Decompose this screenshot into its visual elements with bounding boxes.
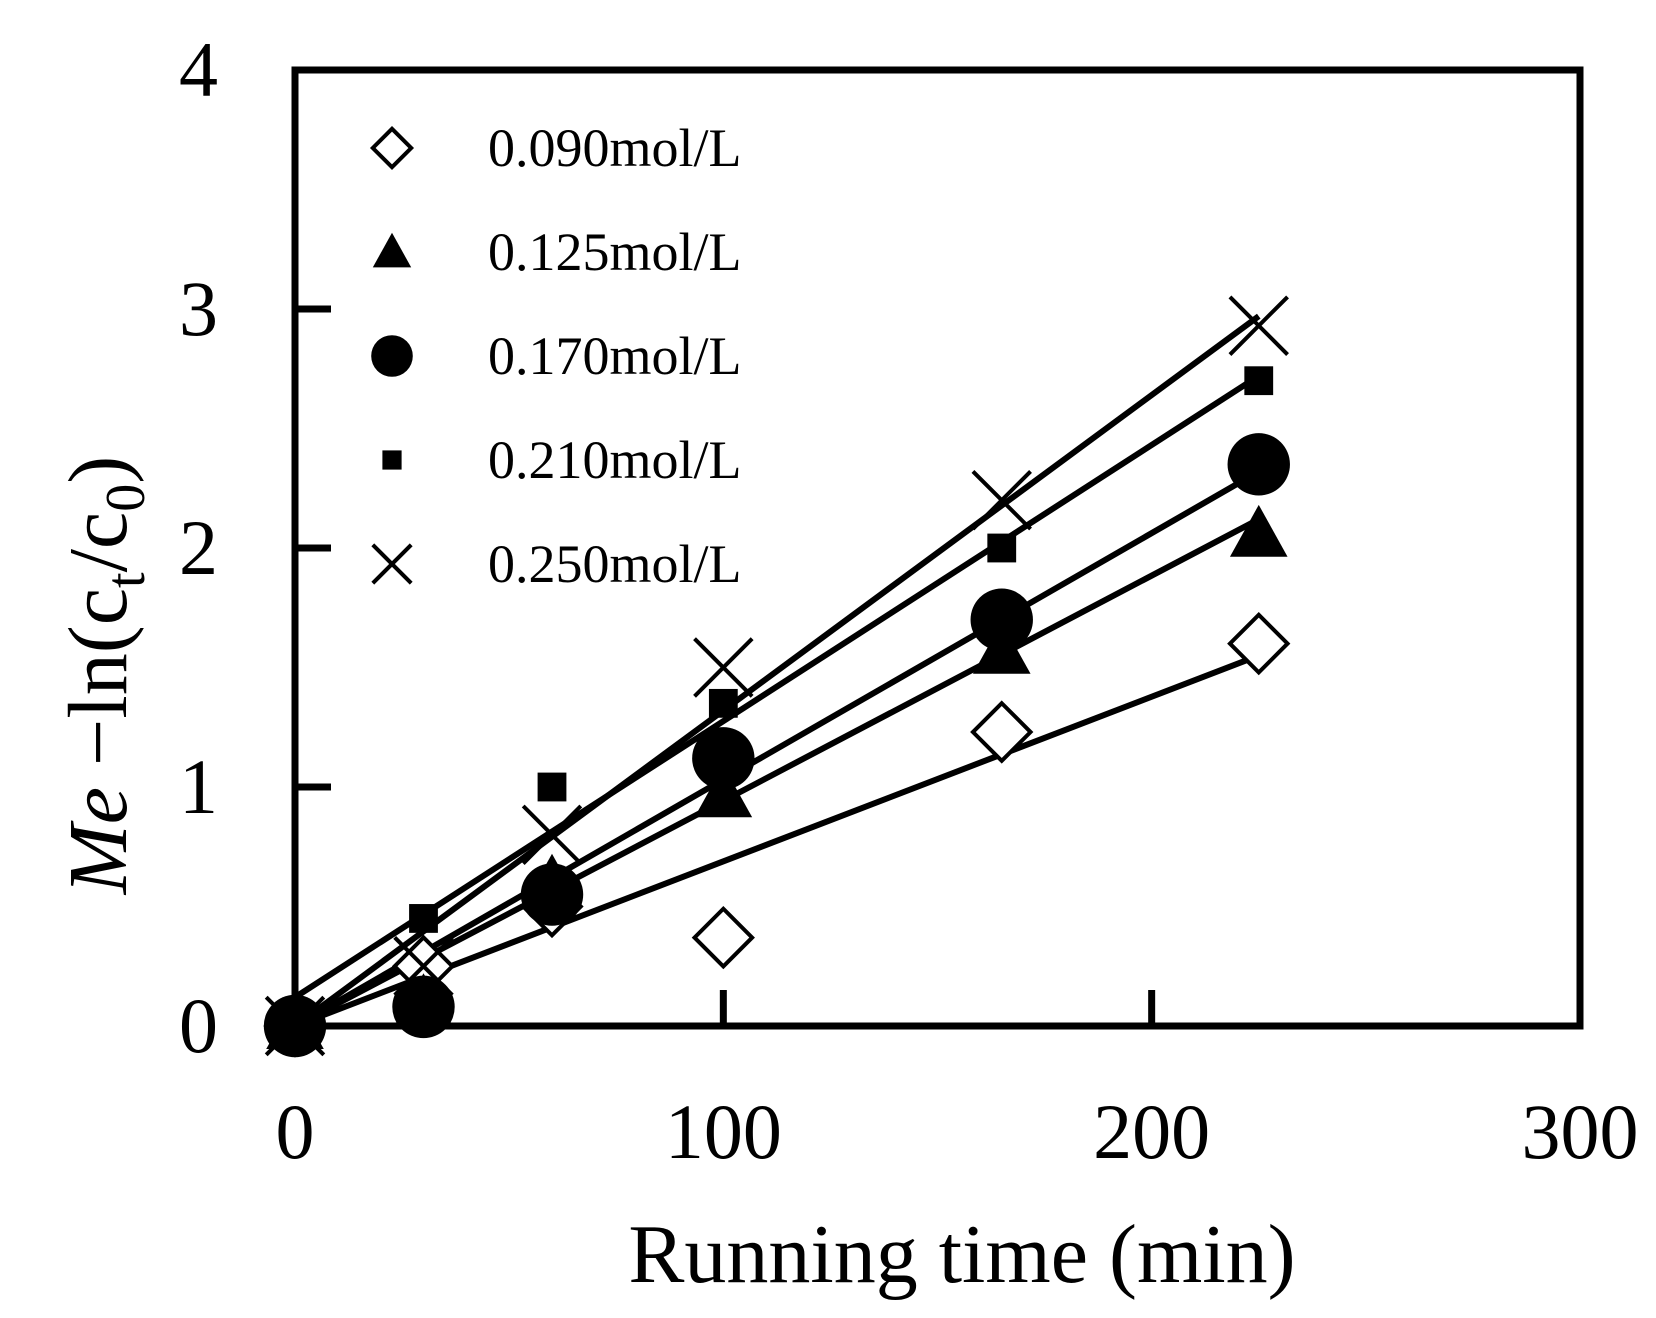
x-tick-label: 300 (1522, 1088, 1639, 1175)
square-marker (1244, 366, 1274, 396)
legend-item: 0.250mol/L (371, 534, 742, 594)
legend-item: 0.125mol/L (372, 222, 742, 282)
fit-line (293, 516, 1261, 1029)
legend-label: 0.250mol/L (488, 534, 742, 594)
triangle-marker (372, 232, 412, 268)
y-axis-title-italic: Me (52, 787, 145, 895)
y-tick-label: 3 (179, 265, 218, 352)
square-marker (537, 772, 567, 802)
diamond-marker (691, 905, 755, 970)
x-marker (521, 804, 583, 866)
fit-lines (293, 313, 1261, 1029)
y-axis-title-prefix: −ln(c (52, 588, 145, 787)
circle-marker (970, 588, 1033, 651)
square-marker (708, 688, 738, 718)
x-axis-title: Running time (min) (628, 1208, 1295, 1301)
plot-frame (291, 66, 1584, 1030)
legend: 0.090mol/L 0.125mol/L 0.170mol/L 0.210mol/L… (369, 118, 742, 594)
x-marker (693, 637, 754, 698)
x-tick-label: 0 (276, 1088, 315, 1175)
circle-marker (371, 335, 413, 377)
x-marker (971, 469, 1032, 531)
square-marker (382, 450, 402, 470)
legend-label: 0.210mol/L (488, 430, 742, 490)
y-axis-title-suffix: ) (52, 456, 145, 484)
x-marker (1228, 295, 1289, 356)
legend-label: 0.170mol/L (488, 326, 742, 386)
legend-label: 0.090mol/L (488, 118, 742, 178)
diamond-marker (369, 125, 415, 171)
circle-marker (692, 727, 755, 790)
fit-line (293, 373, 1261, 1000)
y-tick-label: 2 (179, 504, 218, 591)
x-marker (371, 543, 413, 585)
legend-label: 0.125mol/L (488, 222, 742, 282)
circle-marker (520, 863, 584, 926)
legend-item: 0.210mol/L (382, 430, 742, 490)
x-marker (393, 936, 454, 997)
data-points (263, 295, 1291, 1058)
circle-marker (392, 975, 455, 1039)
ticks-layer: 0 1 2 3 4 0 100 200 300 (179, 26, 1639, 1175)
square-marker (409, 904, 438, 933)
triangle-marker (694, 765, 753, 818)
fit-line (293, 313, 1261, 1029)
diamond-marker (970, 700, 1034, 764)
legend-item: 0.170mol/L (371, 326, 742, 386)
y-axis-title-sub2: 0 (95, 484, 157, 512)
y-tick-label: 4 (179, 26, 218, 113)
fit-line (293, 468, 1261, 1029)
x-tick-label: 200 (1093, 1088, 1210, 1175)
fit-line (293, 652, 1260, 1029)
triangle-marker (1229, 504, 1288, 557)
diamond-marker (1227, 611, 1291, 676)
legend-item: 0.090mol/L (369, 118, 742, 178)
y-axis-title-mid: /c (52, 512, 145, 573)
square-marker (987, 533, 1017, 563)
y-axis-title-sub1: t (95, 572, 157, 588)
x-tick-label: 100 (665, 1088, 782, 1175)
y-axis-title: Me −ln(ct/c0) (52, 456, 157, 895)
circle-marker (1227, 433, 1290, 496)
y-tick-label: 1 (179, 743, 218, 830)
y-tick-label: 0 (179, 982, 218, 1069)
